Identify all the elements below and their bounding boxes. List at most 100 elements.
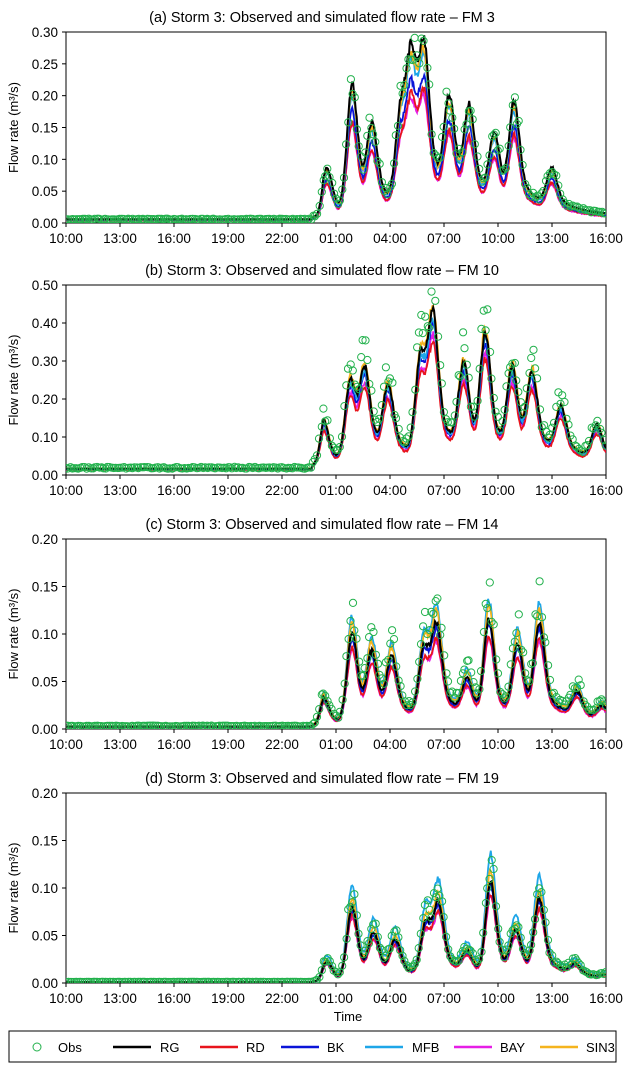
obs-point [554, 181, 563, 190]
obs-point [483, 604, 492, 613]
obs-point [346, 902, 355, 912]
y-tick-label: 0.10 [32, 152, 58, 167]
obs-point [394, 424, 403, 434]
series-group [66, 287, 606, 473]
obs-point [580, 700, 590, 709]
obs-point [143, 977, 152, 983]
obs-point [396, 81, 405, 90]
obs-point [496, 687, 505, 697]
obs-point [595, 696, 604, 706]
obs-point [601, 441, 606, 450]
x-tick-label: 22:00 [265, 231, 299, 246]
obs-point [367, 623, 376, 632]
obs-point [348, 366, 357, 375]
obs-point [512, 921, 521, 930]
obs-point [290, 721, 299, 729]
obs-point [168, 722, 177, 729]
obs-point [284, 721, 293, 729]
obs-point [431, 151, 440, 160]
obs-point [469, 678, 478, 687]
obs-point [325, 434, 334, 443]
obs-point [163, 722, 172, 729]
obs-point [344, 118, 353, 127]
obs-point [543, 936, 553, 945]
plot-frame [65, 538, 607, 730]
obs-point [219, 977, 228, 983]
obs-point [572, 956, 581, 965]
obs-point [78, 722, 87, 729]
x-tick-label: 13:00 [103, 737, 137, 752]
obs-point [184, 463, 193, 473]
x-tick-label: 22:00 [265, 483, 299, 498]
x-tick-label: 04:00 [373, 737, 407, 752]
x-tick-label: 01:00 [319, 483, 353, 498]
x-tick-label: 13:00 [103, 483, 137, 498]
obs-point [396, 682, 405, 691]
obs-point [165, 977, 175, 983]
obs-point [597, 428, 606, 437]
obs-point [472, 689, 481, 698]
obs-point [361, 336, 370, 345]
obs-point [420, 900, 429, 910]
obs-point [377, 674, 386, 683]
obs-point [419, 36, 428, 46]
y-tick-label: 0.40 [32, 316, 58, 331]
obs-point [352, 911, 361, 920]
obs-point [500, 953, 509, 962]
obs-point [486, 347, 495, 357]
obs-point [342, 140, 351, 149]
obs-point [576, 681, 585, 690]
obs-point [541, 176, 551, 185]
obs-point [182, 977, 191, 983]
x-tick-label: 10:00 [49, 231, 83, 246]
obs-point [415, 657, 424, 667]
obs-point [260, 722, 270, 729]
obs-point [209, 722, 218, 729]
obs-point [367, 386, 376, 395]
obs-point [442, 669, 451, 678]
obs-point [304, 463, 313, 472]
obs-point [178, 977, 187, 983]
obs-point [379, 679, 388, 688]
obs-point [429, 609, 438, 618]
obs-point [431, 296, 440, 305]
obs-point [343, 364, 353, 373]
obs-point [489, 130, 499, 139]
obs-point [105, 721, 114, 729]
obs-point [387, 179, 396, 188]
obs-point [312, 712, 322, 722]
obs-point [531, 364, 540, 373]
obs-point [381, 184, 391, 193]
obs-point [371, 415, 380, 424]
obs-point [221, 215, 230, 223]
obs-point [416, 929, 425, 938]
legend-label: RG [160, 1040, 180, 1055]
obs-point [309, 719, 318, 728]
obs-point [464, 656, 473, 665]
obs-point [427, 607, 436, 616]
obs-point [188, 214, 197, 223]
obs-point [221, 721, 230, 729]
y-tick-label: 0.30 [32, 354, 58, 369]
obs-point [562, 414, 571, 423]
series-group [66, 577, 606, 729]
obs-point [477, 947, 486, 957]
obs-point [363, 654, 372, 663]
obs-point [321, 691, 330, 700]
obs-point [527, 940, 536, 950]
y-tick-label: 0.05 [32, 675, 58, 690]
x-tick-label: 10:00 [49, 991, 83, 1006]
x-tick-label: 16:00 [157, 991, 191, 1006]
obs-point [78, 463, 87, 472]
obs-point [192, 977, 201, 983]
y-tick-label: 0.05 [32, 184, 58, 199]
obs-point [99, 722, 108, 729]
obs-point [460, 942, 469, 952]
y-tick-label: 0.00 [32, 468, 58, 483]
obs-point [439, 913, 448, 922]
obs-point [373, 659, 383, 668]
obs-point [115, 977, 124, 983]
obs-point [393, 121, 403, 130]
obs-point [481, 326, 490, 335]
obs-point [425, 80, 434, 89]
